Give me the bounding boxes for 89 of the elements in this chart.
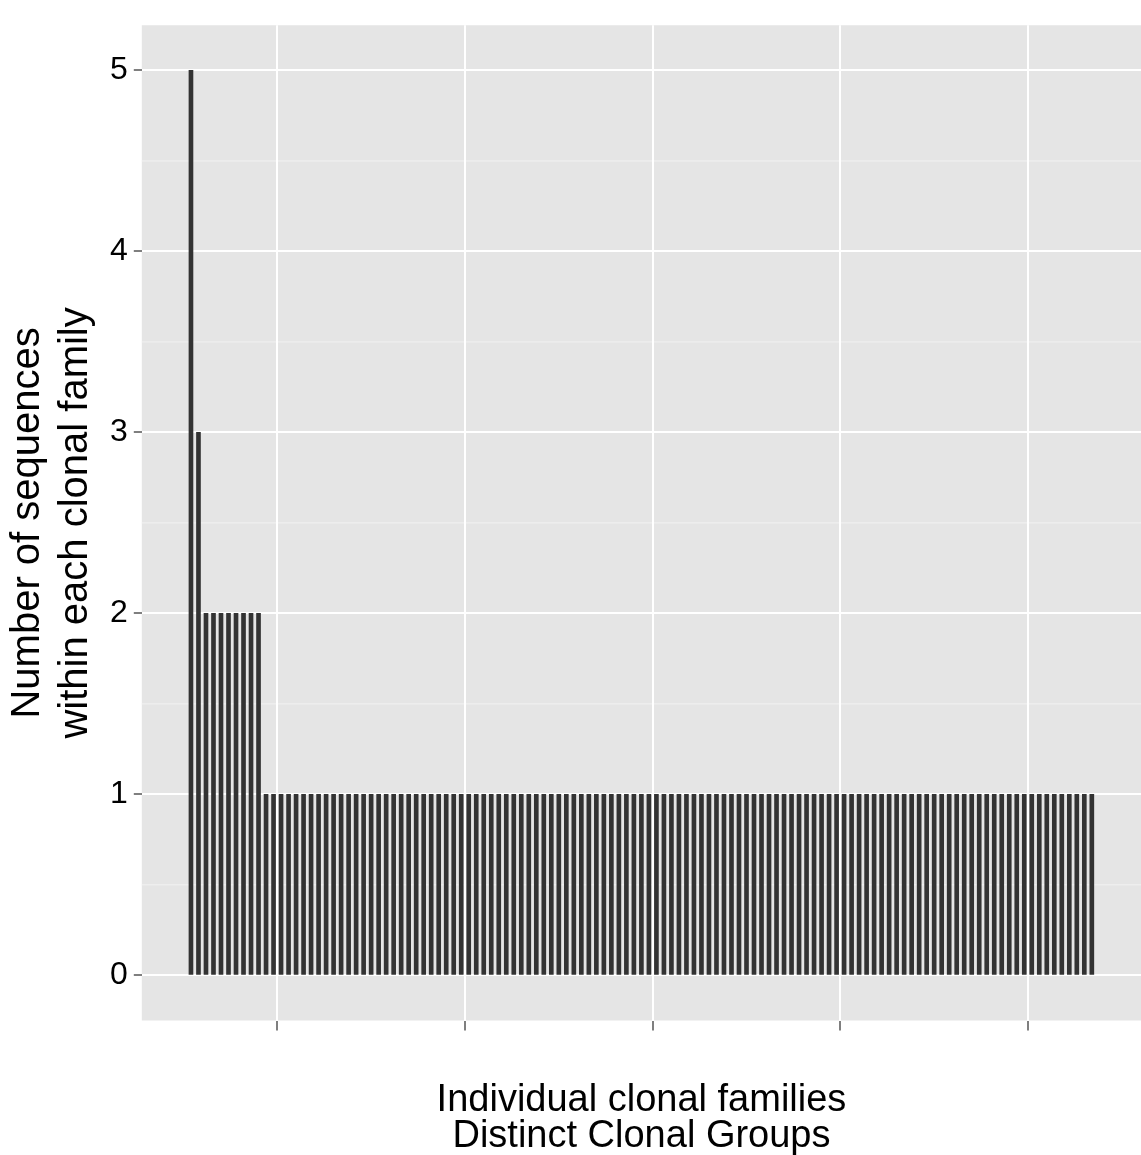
bar [421, 794, 427, 975]
y-tick-label: 2 [110, 593, 128, 630]
bar [624, 794, 629, 975]
bar [954, 794, 960, 975]
bar [488, 794, 494, 975]
bar [286, 794, 291, 975]
bar [376, 794, 381, 975]
bar [654, 794, 659, 975]
bar [271, 794, 276, 975]
bar [511, 794, 517, 975]
bar [1074, 794, 1080, 975]
bar [1081, 794, 1087, 975]
bar [436, 794, 442, 975]
y-axis-title: Number of sequences within each clonal family [3, 307, 96, 740]
bar [946, 794, 952, 975]
bar [714, 794, 719, 975]
bar [849, 794, 854, 975]
bar [556, 794, 562, 975]
bar [924, 794, 929, 975]
bar [639, 794, 644, 975]
bar [413, 794, 419, 975]
bar [406, 794, 412, 975]
bar [256, 613, 261, 975]
bar [1006, 794, 1012, 975]
bar [699, 794, 704, 975]
bar [976, 794, 982, 975]
bar [1021, 794, 1027, 975]
bar [1066, 794, 1072, 975]
bar [541, 794, 547, 975]
bar [729, 794, 734, 975]
bar [316, 794, 321, 975]
bar [361, 794, 366, 975]
bar [226, 613, 231, 975]
bar [999, 794, 1005, 975]
bar [346, 794, 351, 975]
y-tick-label: 5 [110, 50, 128, 87]
bar [804, 794, 809, 975]
bar [564, 794, 569, 975]
bar [1036, 794, 1042, 975]
bar [526, 794, 532, 975]
bar [428, 794, 434, 975]
bar [789, 794, 794, 975]
bar [458, 794, 464, 975]
y-tick-label: 1 [110, 774, 128, 811]
bar [991, 794, 997, 975]
bar [548, 794, 554, 975]
y-tick-label: 0 [110, 955, 128, 992]
bar [684, 794, 689, 975]
y-tick-label: 4 [110, 231, 128, 268]
bar [579, 794, 584, 975]
bar [834, 794, 839, 975]
bar [1014, 794, 1020, 975]
bar [894, 794, 899, 975]
bar [1059, 794, 1065, 975]
bar [864, 794, 869, 975]
bar [1029, 794, 1035, 975]
bar [451, 794, 457, 975]
bar [503, 794, 509, 975]
bar [774, 794, 779, 975]
bar [533, 794, 539, 975]
bar [331, 794, 336, 975]
bar [241, 613, 246, 975]
bar [1044, 794, 1050, 975]
bar [594, 794, 599, 975]
bar [1089, 794, 1095, 975]
bar [939, 794, 945, 975]
bar [301, 794, 306, 975]
bar [211, 613, 216, 975]
bar [466, 794, 472, 975]
bar [931, 794, 937, 975]
bar [669, 794, 674, 975]
bar [196, 432, 201, 975]
y-tick-label: 3 [110, 412, 128, 449]
bar [819, 794, 824, 975]
bar [879, 794, 884, 975]
bar [391, 794, 396, 975]
bar [496, 794, 502, 975]
bar [481, 794, 487, 975]
bar [759, 794, 764, 975]
bar [443, 794, 449, 975]
bar [961, 794, 967, 975]
bar [473, 794, 479, 975]
bar [518, 794, 524, 975]
bar [909, 794, 914, 975]
bar [744, 794, 749, 975]
bar [984, 794, 990, 975]
bar [1051, 794, 1057, 975]
bar [609, 794, 614, 975]
bar [969, 794, 975, 975]
